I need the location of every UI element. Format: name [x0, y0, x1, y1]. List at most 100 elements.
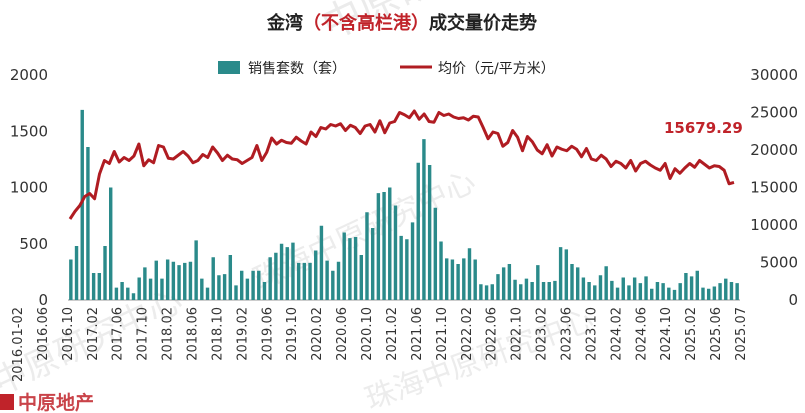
sales-bar — [171, 261, 176, 300]
sales-bar — [257, 270, 261, 300]
sales-bar — [655, 282, 660, 300]
bar-series — [69, 109, 739, 301]
x-tick-label: 2020.10 — [360, 307, 375, 361]
sales-bar — [632, 277, 637, 300]
x-tick-label: 2017.02 — [86, 307, 101, 361]
sales-bar — [427, 165, 432, 300]
price-line — [68, 109, 735, 220]
sales-bar — [131, 293, 136, 300]
sales-bar — [615, 287, 620, 301]
y-right-tick-label: 25000 — [750, 104, 798, 122]
sales-bar — [661, 283, 665, 301]
sales-bar — [126, 287, 130, 301]
x-tick-label: 2020.02 — [310, 307, 325, 361]
x-tick-label: 2018.02 — [161, 307, 176, 361]
sales-bar — [405, 239, 409, 300]
sales-bar — [319, 225, 324, 300]
sales-bar — [524, 278, 529, 301]
sales-bar — [205, 287, 210, 301]
sales-bar — [251, 270, 255, 300]
sales-bar — [581, 277, 586, 300]
sales-bar — [627, 285, 631, 301]
y-right-tick-label: 30000 — [750, 66, 798, 84]
sales-bar — [91, 273, 96, 300]
sales-bar — [553, 280, 557, 301]
x-tick-label: 2024.10 — [659, 307, 674, 361]
sales-bar — [672, 289, 677, 301]
legend-bar-swatch — [218, 61, 240, 74]
sales-bar — [120, 282, 124, 300]
sales-bar — [353, 237, 358, 300]
sales-bar — [314, 250, 318, 300]
sales-bar — [724, 278, 728, 301]
sales-bar — [650, 288, 654, 300]
sales-bar — [285, 247, 289, 301]
sales-bar — [188, 261, 193, 300]
x-tick-label: 2022.06 — [485, 307, 500, 361]
sales-bar — [359, 255, 363, 300]
price-line-series — [68, 109, 735, 220]
sales-bar — [735, 283, 739, 301]
sales-bar — [695, 270, 699, 300]
sales-bar — [194, 240, 198, 301]
chart-title-post: 成交量价走势 — [429, 12, 537, 34]
sales-bar — [462, 258, 466, 301]
sales-bar — [308, 262, 312, 301]
y-left-tick-label: 500 — [19, 235, 48, 253]
sales-bar — [644, 276, 648, 301]
sales-bar — [445, 258, 449, 301]
sales-bar — [382, 192, 386, 300]
sales-bar — [689, 276, 694, 301]
sales-bar — [393, 205, 398, 300]
sales-bar — [336, 261, 341, 300]
sales-bar — [274, 252, 278, 300]
sales-bar — [450, 259, 455, 300]
sales-bar — [211, 257, 215, 300]
sales-bar — [370, 228, 375, 300]
sales-bar — [148, 278, 153, 301]
sales-bar — [667, 287, 671, 301]
sales-bar — [69, 259, 73, 300]
sales-bar — [331, 270, 335, 300]
x-tick-label: 2020.06 — [335, 307, 350, 361]
y-left-tick-label: 1000 — [10, 179, 48, 197]
x-tick-label: 2024.02 — [609, 307, 624, 361]
sales-bar — [564, 249, 569, 301]
logo-icon — [0, 394, 14, 410]
sales-bar — [74, 246, 79, 300]
sales-bar — [598, 275, 603, 300]
sales-bar — [575, 267, 580, 301]
sales-bar — [291, 242, 295, 301]
x-tick-label: 2017.06 — [111, 307, 126, 361]
sales-bar — [365, 212, 369, 300]
x-tick-label: 2025.06 — [709, 307, 724, 361]
sales-bar — [183, 262, 187, 301]
sales-bar — [296, 262, 301, 301]
sales-bar — [165, 259, 170, 300]
sales-bar — [496, 274, 500, 301]
sales-bar — [109, 187, 113, 300]
sales-bar — [262, 282, 267, 300]
sales-bar — [570, 264, 574, 300]
x-axis-labels: 2016.01-02 2016.06 2016.10 2017.02 2017.06 20… — [11, 307, 749, 382]
x-tick-label: 2023.06 — [560, 307, 575, 361]
sales-bar — [718, 283, 722, 301]
x-tick-label: 2018.10 — [210, 307, 225, 361]
sales-bar — [279, 243, 284, 300]
sales-bar — [228, 255, 233, 300]
sales-bar — [245, 278, 250, 301]
axes-group: 0500100015002000050001000015000200002500… — [10, 66, 798, 309]
sales-bar — [388, 187, 392, 300]
sales-bar — [217, 275, 221, 300]
y-right-tick-label: 10000 — [750, 216, 798, 234]
sales-bar — [684, 273, 688, 300]
sales-bar — [342, 232, 346, 300]
x-tick-label: 2016.06 — [36, 307, 51, 361]
sales-bar — [103, 246, 107, 300]
sales-bar — [86, 147, 90, 300]
sales-bar — [268, 257, 272, 300]
sales-bar — [519, 284, 523, 300]
sales-bar — [473, 259, 477, 300]
